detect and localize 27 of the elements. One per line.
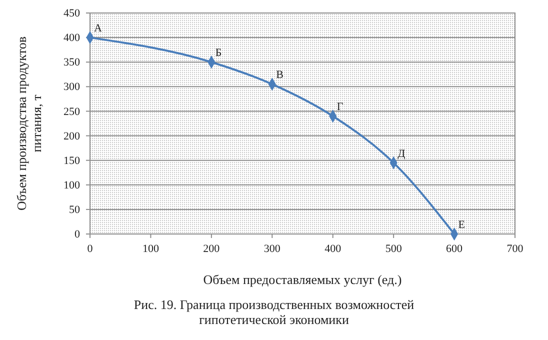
y-axis-title: Объем производства продуктов питания, т xyxy=(14,36,44,210)
y-tick-label: 0 xyxy=(74,228,80,241)
y-tick-label: 50 xyxy=(69,204,80,216)
x-tick-label: 300 xyxy=(264,242,281,255)
x-axis-title: Объем предоставляемых услуг (ед.) xyxy=(203,272,402,287)
y-tick-label: 350 xyxy=(64,56,80,69)
x-tick-label: 700 xyxy=(506,242,524,255)
y-tick-label: 300 xyxy=(64,81,80,94)
y-tick-label: 100 xyxy=(64,179,80,192)
x-tick-label: 600 xyxy=(446,242,464,255)
y-tick-label: 400 xyxy=(64,32,80,44)
annotation: А xyxy=(94,22,102,35)
y-tick-label: 200 xyxy=(64,130,80,142)
x-tick-label: 0 xyxy=(87,242,94,255)
y-tick-label: 150 xyxy=(64,154,80,167)
annotation: Б xyxy=(215,47,222,60)
y-tick-label: 450 xyxy=(64,8,80,20)
y-tick-label: 250 xyxy=(64,106,80,118)
annotation: Г xyxy=(336,101,344,114)
annotation: В xyxy=(276,69,284,82)
annotation: Д xyxy=(398,148,406,160)
annotation: Е xyxy=(458,219,466,231)
x-tick-label: 400 xyxy=(324,242,342,255)
x-tick-label: 100 xyxy=(142,242,160,255)
text: Рис. 19. Граница производственных возможностей гипотетической экономики xyxy=(134,297,414,327)
x-tick-label: 200 xyxy=(203,242,220,255)
x-tick-label: 500 xyxy=(385,242,402,255)
